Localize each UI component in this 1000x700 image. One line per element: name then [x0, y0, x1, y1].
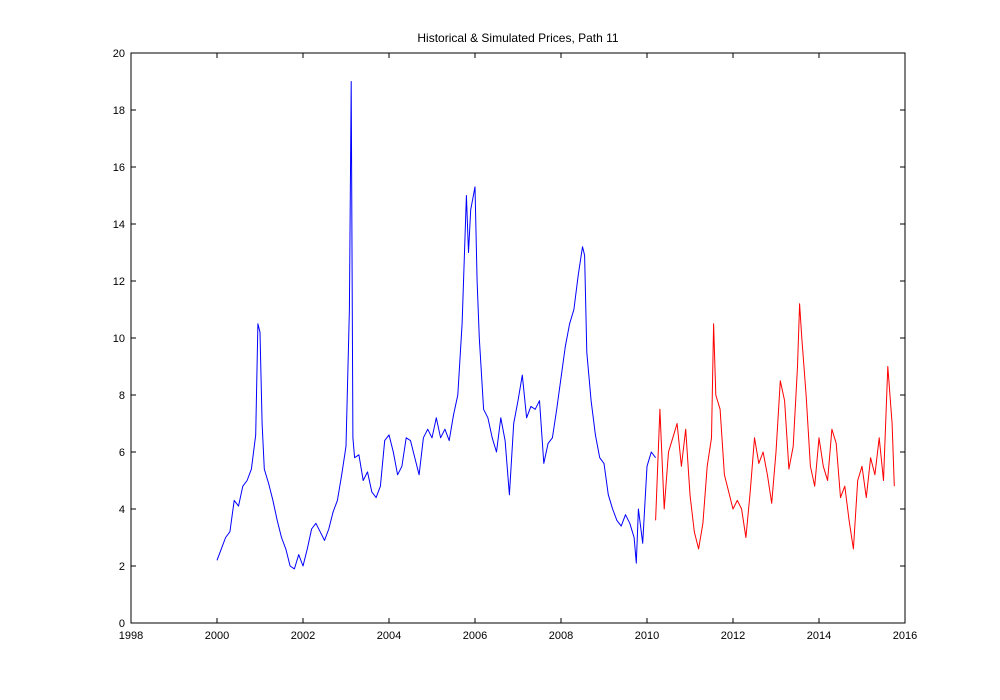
y-tick-label: 8 — [119, 390, 125, 402]
y-tick-label: 6 — [119, 447, 125, 459]
x-tick-label: 2004 — [377, 630, 401, 642]
x-tick-label: 2010 — [635, 630, 659, 642]
x-tick-label: 2002 — [291, 630, 315, 642]
y-tick-label: 0 — [119, 618, 125, 630]
axes-layer: 1998 2000 2002 2004 2006 2008 2010 2012 2014 2016… — [113, 48, 917, 642]
x-tick-label: 2012 — [721, 630, 745, 642]
y-tick-label: 20 — [113, 48, 125, 60]
y-tick-label: 4 — [119, 504, 125, 516]
y-tick-label: 16 — [113, 162, 125, 174]
y-tick-label: 12 — [113, 276, 125, 288]
series-layer — [216, 81, 895, 570]
series-line-1 — [655, 303, 895, 550]
x-tick-label: 2016 — [893, 630, 917, 642]
y-tick-label: 10 — [113, 333, 125, 345]
x-tick-label: 1998 — [119, 630, 143, 642]
y-tick-label: 2 — [119, 561, 125, 573]
x-tick-label: 2014 — [807, 630, 831, 642]
x-tick-label: 2006 — [463, 630, 487, 642]
y-tick-label: 18 — [113, 105, 125, 117]
x-tick-label: 2008 — [549, 630, 573, 642]
x-tick-label: 2000 — [205, 630, 229, 642]
chart-title: Historical & Simulated Prices, Path 11 — [417, 31, 619, 45]
y-tick-label: 14 — [113, 219, 125, 231]
series-line-0 — [216, 81, 656, 570]
